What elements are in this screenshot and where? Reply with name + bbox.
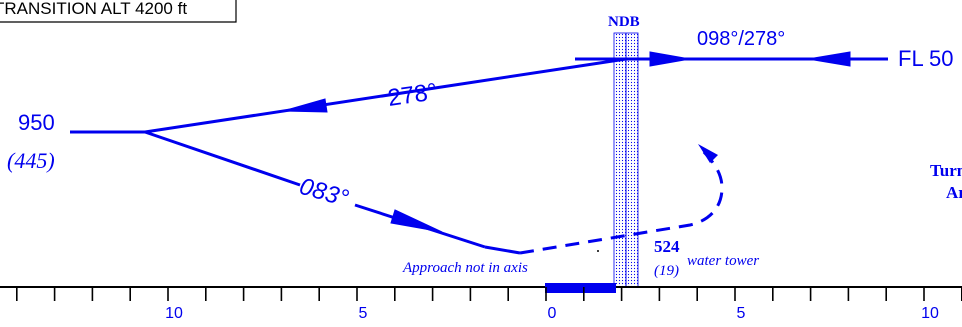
scale-label: 10 (921, 305, 939, 322)
flight-level-label: FL 50 (898, 46, 953, 71)
header-box-text: TRANSITION ALT 4200 ft (0, 0, 187, 18)
scale-label: 5 (359, 305, 368, 322)
obstacle-description: water tower (687, 253, 759, 269)
distance-scale: 10 5 0 5 10 (0, 283, 962, 322)
fix-altitude: 950 (18, 110, 55, 135)
ndb-label: NDB (608, 14, 640, 30)
approach-note: Approach not in axis (402, 260, 528, 276)
fix-height: (445) (7, 148, 55, 173)
scale-label: 0 (548, 305, 557, 322)
runway-segment (545, 283, 616, 293)
obstacle-height: (19) (654, 263, 679, 279)
procedure-turn-label: 083° (296, 173, 352, 213)
scale-label: 5 (737, 305, 746, 322)
obstacle-altitude: 524 (654, 237, 680, 256)
outbound-track-line (144, 57, 627, 134)
inbound-track-line (575, 51, 888, 67)
header-box: TRANSITION ALT 4200 ft (0, 0, 237, 23)
turn-note-line1: Turn (930, 161, 962, 180)
turn-note-line2: Ar (946, 183, 962, 202)
dashed-turn-path (519, 144, 724, 255)
inbound-track-label: 098°/278° (697, 28, 785, 50)
ndb-column (613, 32, 639, 288)
outbound-track-label: 278° (386, 78, 439, 112)
scale-label: 10 (165, 305, 183, 322)
procedure-turn-line (144, 130, 521, 255)
obstacle-dot (597, 250, 599, 252)
